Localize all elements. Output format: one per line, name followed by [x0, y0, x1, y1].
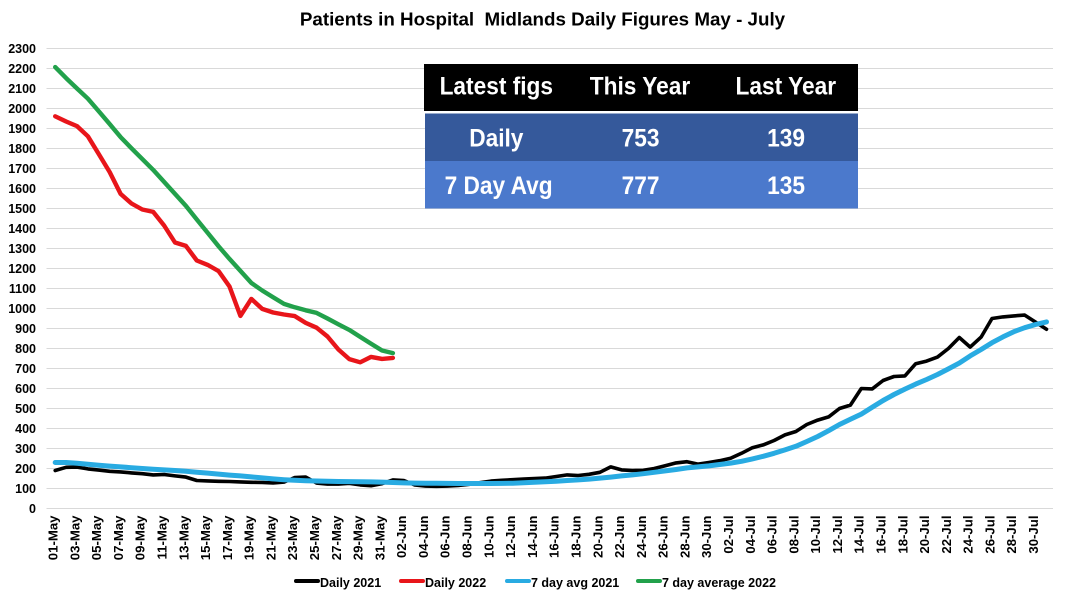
svg-text:29-May: 29-May: [351, 515, 366, 560]
svg-text:1500: 1500: [8, 202, 36, 216]
svg-text:1900: 1900: [8, 122, 36, 136]
svg-text:26-Jul: 26-Jul: [982, 516, 997, 554]
svg-text:12-Jun: 12-Jun: [503, 516, 518, 559]
svg-text:06-Jun: 06-Jun: [438, 516, 453, 559]
svg-text:26-Jun: 26-Jun: [656, 516, 671, 559]
svg-text:16-Jun: 16-Jun: [547, 516, 562, 559]
svg-text:1200: 1200: [8, 262, 36, 276]
svg-text:139: 139: [767, 124, 805, 152]
svg-text:24-Jun: 24-Jun: [634, 516, 649, 559]
svg-text:1700: 1700: [8, 162, 36, 176]
svg-text:1100: 1100: [9, 282, 36, 296]
svg-text:1600: 1600: [8, 182, 36, 196]
svg-text:This Year: This Year: [590, 72, 690, 100]
svg-text:20-Jul: 20-Jul: [917, 516, 932, 554]
svg-text:300: 300: [15, 442, 36, 456]
svg-text:400: 400: [15, 422, 36, 436]
svg-text:31-May: 31-May: [372, 515, 387, 560]
svg-text:02-Jul: 02-Jul: [721, 516, 736, 554]
svg-text:16-Jul: 16-Jul: [874, 516, 889, 554]
svg-text:22-Jun: 22-Jun: [612, 516, 627, 559]
svg-text:13-May: 13-May: [176, 515, 191, 560]
svg-text:03-May: 03-May: [67, 515, 82, 560]
svg-text:14-Jul: 14-Jul: [852, 516, 867, 554]
svg-text:30-Jul: 30-Jul: [1026, 516, 1041, 554]
svg-text:2200: 2200: [8, 62, 36, 76]
svg-text:7 day average 2022: 7 day average 2022: [662, 576, 776, 590]
svg-text:753: 753: [622, 124, 660, 152]
svg-text:01-May: 01-May: [46, 515, 61, 560]
svg-text:04-Jul: 04-Jul: [743, 516, 758, 554]
svg-text:Patients in Hospital Midlands: Patients in Hospital Midlands Daily Figu…: [300, 8, 786, 29]
svg-text:10-Jul: 10-Jul: [808, 516, 823, 554]
svg-text:7 day avg 2021: 7 day avg 2021: [531, 576, 619, 590]
svg-text:08-Jun: 08-Jun: [460, 516, 475, 559]
svg-text:500: 500: [15, 402, 36, 416]
svg-text:28-Jul: 28-Jul: [1004, 516, 1019, 554]
svg-text:700: 700: [15, 362, 36, 376]
svg-text:1000: 1000: [8, 302, 36, 316]
svg-text:24-Jul: 24-Jul: [961, 516, 976, 554]
svg-text:Daily: Daily: [469, 124, 524, 152]
svg-text:15-May: 15-May: [198, 515, 213, 560]
svg-text:Daily 2022: Daily 2022: [425, 576, 486, 590]
svg-text:1400: 1400: [8, 222, 36, 236]
svg-text:Last Year: Last Year: [736, 72, 837, 100]
svg-text:21-May: 21-May: [264, 515, 279, 560]
svg-text:07-May: 07-May: [111, 515, 126, 560]
svg-text:05-May: 05-May: [89, 515, 104, 560]
svg-text:2300: 2300: [8, 42, 36, 56]
svg-text:2100: 2100: [8, 82, 36, 96]
svg-text:135: 135: [767, 172, 805, 200]
svg-text:Daily 2021: Daily 2021: [320, 576, 381, 590]
svg-text:2000: 2000: [8, 102, 36, 116]
svg-text:25-May: 25-May: [307, 515, 322, 560]
svg-text:06-Jul: 06-Jul: [765, 516, 780, 554]
svg-text:09-May: 09-May: [133, 515, 148, 560]
svg-text:Latest figs: Latest figs: [440, 72, 553, 100]
svg-text:10-Jun: 10-Jun: [481, 516, 496, 559]
svg-text:18-Jul: 18-Jul: [895, 516, 910, 554]
svg-text:200: 200: [15, 462, 36, 476]
svg-text:0: 0: [29, 502, 36, 516]
svg-text:19-May: 19-May: [242, 515, 257, 560]
svg-text:22-Jul: 22-Jul: [939, 516, 954, 554]
svg-text:1300: 1300: [8, 242, 36, 256]
svg-text:600: 600: [15, 382, 36, 396]
svg-text:04-Jun: 04-Jun: [416, 516, 431, 559]
svg-text:900: 900: [15, 322, 36, 336]
svg-text:02-Jun: 02-Jun: [394, 516, 409, 559]
svg-text:11-May: 11-May: [155, 515, 170, 560]
svg-text:1800: 1800: [8, 142, 36, 156]
svg-text:18-Jun: 18-Jun: [569, 516, 584, 559]
svg-text:28-Jun: 28-Jun: [677, 516, 692, 559]
svg-text:20-Jun: 20-Jun: [590, 516, 605, 559]
svg-text:800: 800: [15, 342, 36, 356]
svg-text:14-Jun: 14-Jun: [525, 516, 540, 559]
svg-text:23-May: 23-May: [285, 515, 300, 560]
svg-text:100: 100: [15, 482, 36, 496]
svg-text:27-May: 27-May: [329, 515, 344, 560]
svg-text:12-Jul: 12-Jul: [830, 516, 845, 554]
svg-text:17-May: 17-May: [220, 515, 235, 560]
svg-text:777: 777: [622, 172, 660, 200]
svg-text:30-Jun: 30-Jun: [699, 516, 714, 559]
svg-text:7 Day Avg: 7 Day Avg: [445, 172, 553, 200]
svg-text:08-Jul: 08-Jul: [786, 516, 801, 554]
